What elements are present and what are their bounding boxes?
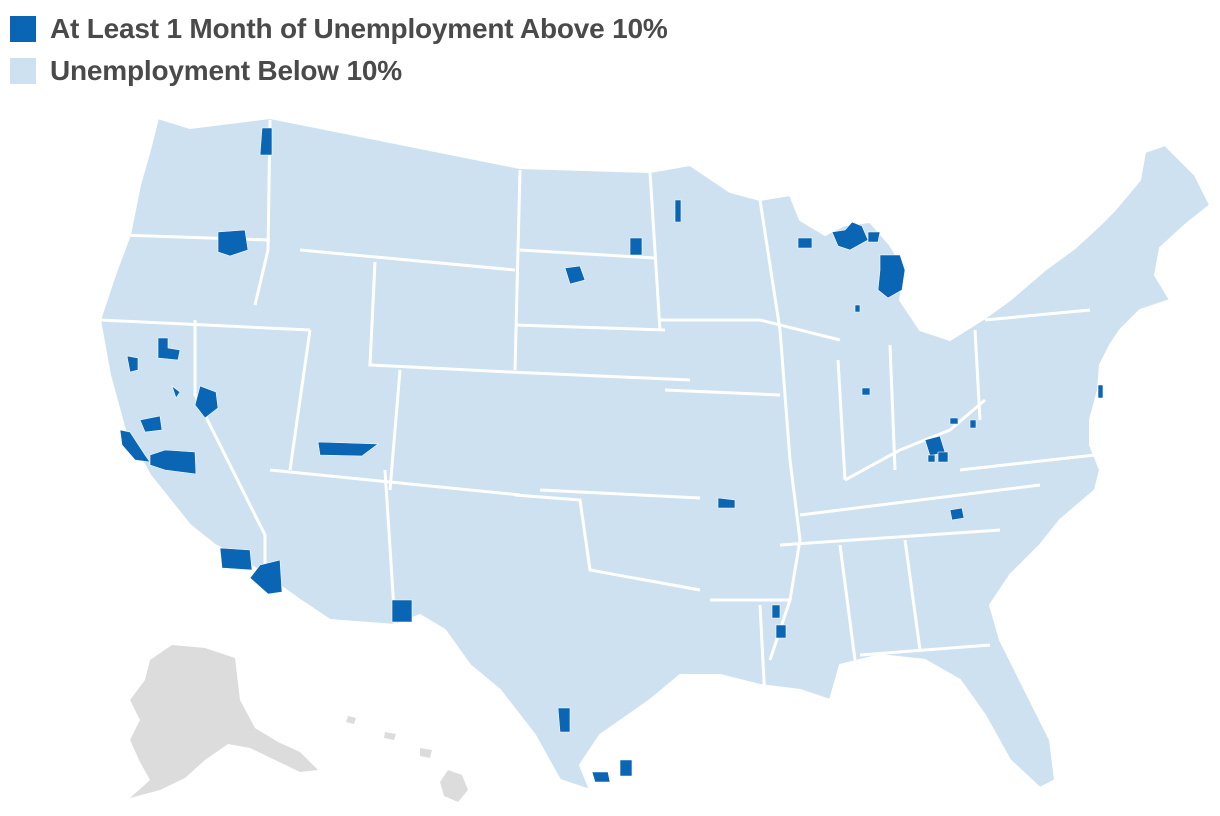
border-dakotas-west <box>513 169 522 371</box>
legend: At Least 1 Month of Unemployment Above 1… <box>10 8 668 92</box>
county-nj-atlantic <box>1097 384 1104 399</box>
county-nm-luna <box>391 599 413 623</box>
county-az-la-paz <box>249 559 283 595</box>
county-oh-meigs <box>949 417 959 425</box>
county-sd-dewey <box>564 265 586 285</box>
county-ms-jefferson <box>775 624 787 639</box>
border-az-nm <box>383 469 397 626</box>
hawaii-island-kauai <box>346 716 356 724</box>
border-tn-south <box>779 528 1001 547</box>
county-mo-ozark <box>717 497 736 509</box>
legend-label-below-10: Unemployment Below 10% <box>50 55 402 86</box>
border-id-west <box>253 119 272 306</box>
border-or-ca-nv <box>99 318 311 332</box>
county-or-grant <box>217 229 249 257</box>
legend-item-below-10: Unemployment Below 10% <box>10 50 668 92</box>
contiguous-us-outline <box>98 116 1212 792</box>
border-va-nc <box>959 453 1096 472</box>
border-ga-fl <box>859 643 991 657</box>
border-ca-nv <box>193 320 267 575</box>
county-mi-manistee <box>854 304 861 313</box>
border-mn-dakotas <box>648 171 662 331</box>
county-ca-imperial <box>219 547 253 571</box>
county-ut-grand <box>317 441 379 457</box>
hawaii-island-oahu <box>384 732 396 740</box>
county-ca-alpine <box>171 385 181 399</box>
hawaii-island-maui <box>420 748 432 758</box>
legend-label-above-10: At Least 1 Month of Unemployment Above 1… <box>50 13 668 44</box>
border-4corners <box>269 468 521 497</box>
county-wa-stevens <box>259 127 273 156</box>
border-mt-wy <box>299 248 516 272</box>
county-ms-issaquena <box>771 604 781 619</box>
county-ca-colusa <box>126 355 139 373</box>
legend-swatch-light-blue <box>10 58 36 84</box>
county-ca-lassen <box>157 337 181 361</box>
border-ia-mo <box>664 388 781 397</box>
county-tx-starr <box>591 771 611 783</box>
border-nd-sd <box>519 248 656 260</box>
border-ms-al <box>838 544 857 661</box>
state-borders <box>99 119 1096 701</box>
county-tx-maverick <box>557 707 571 733</box>
county-ca-kern <box>149 449 197 475</box>
county-in-crawford <box>861 387 871 396</box>
county-mi-northern-lp <box>877 254 906 299</box>
border-ky-tn <box>799 483 1041 517</box>
border-ut-co <box>388 369 402 491</box>
border-wi-il <box>759 318 841 342</box>
highlighted-counties <box>119 127 1104 783</box>
county-nd-sioux <box>629 237 643 256</box>
border-wy-co <box>368 261 511 374</box>
border-pa-ny <box>984 308 1091 322</box>
alaska-shape <box>130 645 318 798</box>
border-il-in <box>836 359 847 481</box>
county-ky-knott <box>937 451 949 463</box>
legend-item-above-10: At Least 1 Month of Unemployment Above 1… <box>10 8 668 50</box>
county-tn-scott <box>949 507 965 521</box>
county-ca-stanislaus <box>139 415 163 433</box>
legend-swatch-dark-blue <box>10 16 36 42</box>
county-mi-up-east <box>831 221 869 251</box>
county-mn-mahnomen <box>674 199 682 223</box>
border-ks-ok <box>539 488 701 500</box>
border-la-ms <box>758 604 767 701</box>
hawaii-shape <box>440 770 468 802</box>
county-wv-mingo <box>969 419 977 429</box>
border-sd-ne <box>514 323 666 332</box>
border-al-ga <box>903 539 922 651</box>
county-ca-mono <box>194 385 219 419</box>
county-tx-willacy <box>619 759 633 777</box>
border-nv-ut <box>288 329 312 471</box>
county-wi-iron <box>797 237 813 249</box>
border-ok-tx <box>514 493 701 592</box>
border-ne-ks <box>509 370 691 382</box>
county-ky-perry <box>927 454 936 463</box>
county-mi-up-eastmost <box>867 231 881 243</box>
border-mississippi-river <box>758 199 802 661</box>
border-in-oh <box>888 344 897 471</box>
